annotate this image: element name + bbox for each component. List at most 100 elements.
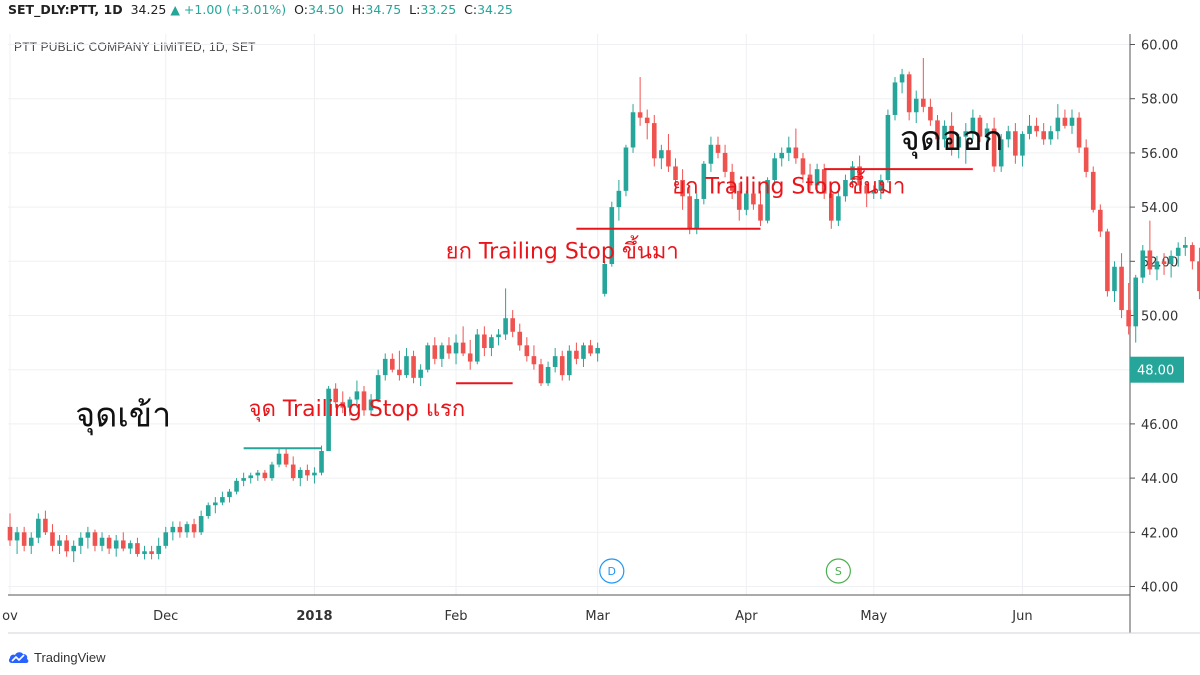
candle-body-up	[984, 128, 990, 137]
candle-body-up	[347, 399, 353, 408]
candle-body-down	[191, 524, 197, 533]
candle-body-up	[708, 144, 714, 164]
open-label: O:	[294, 2, 308, 17]
current-price-badge	[1130, 356, 1184, 383]
candle-body-up	[899, 74, 905, 83]
candle-body-down	[1105, 231, 1110, 292]
close-label: C:	[464, 2, 478, 17]
candle-body-up	[1048, 131, 1054, 140]
candle-body-down	[651, 123, 657, 159]
candle-body-down	[1034, 125, 1039, 132]
candle-body-up	[602, 264, 608, 294]
current-price-label: 48.00	[1137, 364, 1174, 379]
candle-body-up	[234, 480, 239, 492]
candle-body-down	[644, 117, 650, 124]
candle-body-up	[213, 502, 218, 506]
candle-body-up	[496, 334, 501, 338]
candle-body-up	[503, 318, 508, 335]
candle-body-down	[680, 180, 685, 197]
candle-body-down	[482, 334, 487, 349]
candle-body-up	[1182, 245, 1188, 248]
candle-body-down	[467, 353, 473, 362]
annotation-label: จุดเข้า	[75, 396, 171, 436]
candle-body-down	[574, 350, 579, 359]
candle-body-down	[666, 150, 671, 167]
candle-body-up	[786, 147, 792, 153]
candle-body-up	[297, 469, 303, 479]
candle-body-up	[630, 112, 636, 148]
event-marker	[599, 558, 625, 584]
candle-body-up	[220, 497, 225, 503]
y-tick-label: 56.00	[1141, 147, 1178, 162]
candle-body-down	[1083, 147, 1089, 172]
candle-body-down	[43, 518, 48, 533]
candle-body-down	[977, 117, 983, 137]
candle-body-up	[382, 358, 388, 376]
candle-body-up	[963, 131, 969, 137]
event-marker-label: S	[835, 565, 842, 578]
candle-body-up	[128, 543, 133, 549]
candle-body-down	[92, 532, 98, 546]
y-tick-label: 54.00	[1141, 201, 1178, 216]
candle-body-up	[474, 334, 480, 362]
candle-body-up	[453, 342, 459, 354]
candle-body-up	[552, 356, 558, 367]
candle-body-up	[1005, 131, 1011, 140]
candle-body-up	[871, 190, 877, 194]
candle-body-down	[559, 356, 565, 376]
candle-body-up	[623, 147, 629, 191]
tradingview-logo[interactable]: TradingView	[8, 648, 106, 666]
candle-body-down	[821, 169, 827, 194]
y-tick-label: 40.00	[1141, 581, 1178, 596]
candle-body-up	[248, 475, 254, 479]
candle-body-up	[28, 537, 34, 546]
candle-body-down	[340, 402, 346, 408]
candle-body-up	[269, 464, 275, 479]
candle-body-down	[1147, 250, 1153, 270]
candle-body-up	[113, 540, 119, 549]
x-tick-label: Apr	[735, 609, 758, 624]
candle-body-up	[241, 478, 246, 481]
candle-body-up	[1112, 266, 1117, 292]
candle-body-up	[36, 518, 41, 538]
candle-body-up	[545, 366, 551, 384]
candle-body-up	[814, 169, 820, 186]
candle-body-up	[744, 193, 749, 210]
price-change: ▲ +1.00 (+3.01%)	[170, 2, 287, 17]
y-tick-label: 50.00	[1141, 310, 1178, 325]
candle-body-up	[779, 152, 785, 159]
cloud-logo-icon	[8, 652, 29, 663]
candle-body-up	[354, 391, 360, 400]
candle-body-up	[276, 453, 282, 465]
chart-watermark: PTT PUBLIC COMPANY LIMITED, 1D, SET	[14, 40, 256, 54]
annotation-label: ยก Trailing Stop ขึ้นมา	[672, 171, 905, 200]
x-tick-label: 2018	[296, 609, 332, 624]
candle-body-up	[99, 537, 105, 546]
candle-body-down	[361, 391, 367, 411]
candle-body-up	[368, 399, 374, 411]
candle-body-up	[1020, 133, 1025, 156]
candle-body-up	[205, 505, 211, 517]
candle-body-up	[843, 180, 848, 197]
candle-body-up	[163, 532, 169, 546]
candle-body-down	[800, 158, 806, 175]
candle-body-up	[878, 180, 884, 191]
candle-body-down	[290, 464, 296, 479]
candle-body-down	[517, 331, 523, 346]
candle-body-down	[1126, 310, 1131, 327]
candle-body-down	[7, 526, 13, 541]
candle-body-up	[227, 491, 232, 498]
last-price: 34.25	[130, 2, 167, 17]
candle-body-up	[85, 532, 91, 538]
brand-name: TradingView	[34, 649, 106, 665]
annotation-label: จุดออก	[900, 119, 1003, 159]
candle-body-down	[715, 144, 721, 153]
candle-body-down	[949, 125, 954, 148]
candle-body-down	[687, 196, 692, 229]
candle-body-up	[1027, 125, 1032, 134]
low-value: 33.25	[420, 2, 457, 17]
candle-body-up	[1175, 247, 1181, 256]
candle-body-down	[106, 537, 112, 549]
candle-body-down	[524, 345, 530, 357]
